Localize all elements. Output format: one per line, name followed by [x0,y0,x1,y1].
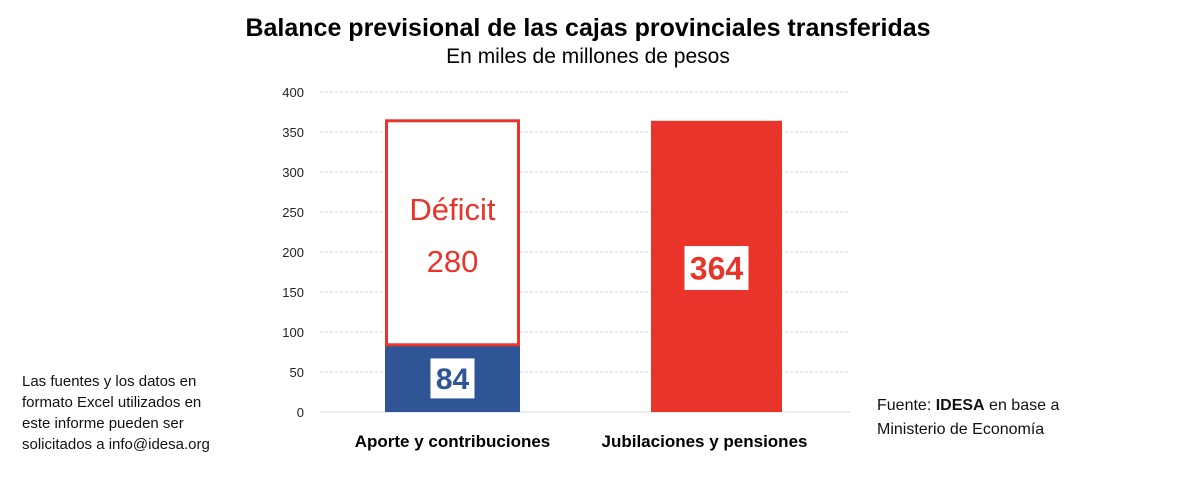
y-tick-label: 400 [282,85,304,100]
y-tick-label: 100 [282,325,304,340]
source-prefix: Fuente: [877,397,936,414]
source-note: Fuente: IDESA en base a Ministerio de Ec… [877,394,1059,442]
note-line: este informe pueden ser [22,415,184,432]
chart-title: Balance previsional de las cajas provinc… [245,14,931,42]
data-label: 364 [690,251,744,287]
data-label-box [430,358,475,399]
y-tick-label: 50 [290,365,304,380]
source-line2: Ministerio de Economía [877,421,1045,438]
y-tick-label: 0 [297,405,304,420]
y-tick-label: 350 [282,125,304,140]
data-label-box [684,246,749,290]
x-tick-label: Jubilaciones y pensiones [602,432,808,451]
note-line: Las fuentes y los datos en [22,373,197,390]
source-suffix: en base a [984,397,1060,414]
chart-subtitle: En miles de millones de pesos [446,45,730,68]
source-org: IDESA [935,397,985,414]
y-tick-label: 250 [282,205,304,220]
deficit-label: Déficit [409,192,496,227]
data-label: 84 [436,363,470,396]
note-line: formato Excel utilizados en [22,394,202,411]
x-tick-label: Aporte y contribuciones [355,432,551,451]
bar-deficit [385,119,520,347]
data-availability-note: Las fuentes y los datos en formato Excel… [22,371,262,455]
deficit-value: 280 [427,244,479,279]
y-tick-label: 200 [282,245,304,260]
y-tick-label: 150 [282,285,304,300]
y-tick-label: 300 [282,165,304,180]
note-line: solicitados a info@idesa.org [22,436,210,453]
